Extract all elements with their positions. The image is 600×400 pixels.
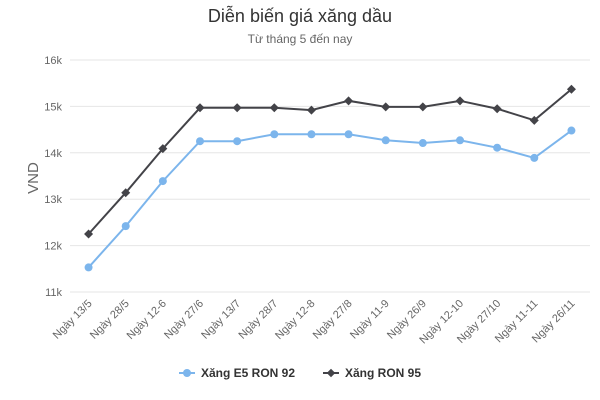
data-point[interactable] — [84, 229, 94, 239]
series-ron95 — [84, 84, 576, 239]
y-tick-label: 15k — [44, 101, 62, 113]
diamond-marker-icon — [323, 368, 339, 378]
x-tick-label: Ngày 11-9 — [348, 298, 392, 342]
series-line — [87, 88, 573, 235]
legend-item-ron95[interactable]: Xăng RON 95 — [323, 366, 421, 380]
data-point[interactable] — [196, 137, 204, 146]
x-tick-label: Ngày 13/5 — [51, 298, 95, 342]
data-point[interactable] — [232, 103, 242, 113]
data-point[interactable] — [381, 102, 391, 112]
y-axis-label: VND — [25, 162, 42, 194]
y-tick-label: 14k — [44, 148, 62, 160]
data-point[interactable] — [456, 136, 464, 145]
legend-item-e5[interactable]: Xăng E5 RON 92 — [178, 366, 295, 380]
data-point[interactable] — [566, 84, 576, 94]
y-tick-label: 16k — [44, 55, 62, 67]
chart-title: Diễn biến giá xăng dầu — [207, 6, 393, 26]
data-point[interactable] — [344, 130, 353, 139]
data-point[interactable] — [418, 139, 427, 148]
data-point[interactable] — [195, 103, 205, 113]
data-point[interactable] — [158, 177, 167, 186]
series-line — [87, 129, 573, 269]
chart-subtitle: Từ tháng 5 đến nay — [247, 32, 353, 46]
data-point[interactable] — [567, 126, 576, 135]
data-point[interactable] — [529, 115, 539, 125]
data-point[interactable] — [530, 153, 539, 162]
data-point[interactable] — [306, 105, 316, 115]
y-tick-label: 13k — [44, 194, 62, 206]
data-point[interactable] — [84, 263, 93, 272]
data-point[interactable] — [307, 130, 316, 139]
x-tick-label: Ngày 27/8 — [311, 298, 355, 342]
series-e5 — [84, 126, 576, 272]
x-tick-label: Ngày 27/6 — [162, 298, 206, 342]
y-axis-ticks: 11k 12k 13k 14k 15k 16k — [44, 55, 62, 299]
circle-marker-icon — [178, 368, 195, 378]
gridlines — [70, 59, 590, 293]
data-point[interactable] — [121, 222, 130, 231]
series-lines — [84, 84, 576, 272]
data-point[interactable] — [233, 137, 242, 146]
y-tick-label: 12k — [44, 241, 62, 253]
legend-label: Xăng RON 95 — [345, 366, 422, 380]
data-point[interactable] — [418, 102, 428, 112]
legend: Xăng E5 RON 92 Xăng RON 95 — [0, 366, 600, 380]
data-point[interactable] — [270, 130, 279, 139]
data-point[interactable] — [158, 144, 168, 154]
y-tick-label: 11k — [45, 287, 62, 299]
data-point[interactable] — [455, 96, 465, 106]
data-point[interactable] — [344, 96, 354, 106]
data-point[interactable] — [381, 136, 390, 145]
x-tick-label: Ngày 12-8 — [273, 298, 317, 342]
data-point[interactable] — [493, 143, 502, 152]
x-tick-label: Ngày 12-6 — [125, 298, 169, 342]
data-point[interactable] — [492, 104, 502, 114]
x-tick-label: Ngày 13/7 — [199, 298, 243, 342]
data-point[interactable] — [121, 188, 131, 198]
data-point[interactable] — [269, 103, 279, 113]
legend-label: Xăng E5 RON 92 — [200, 366, 295, 380]
